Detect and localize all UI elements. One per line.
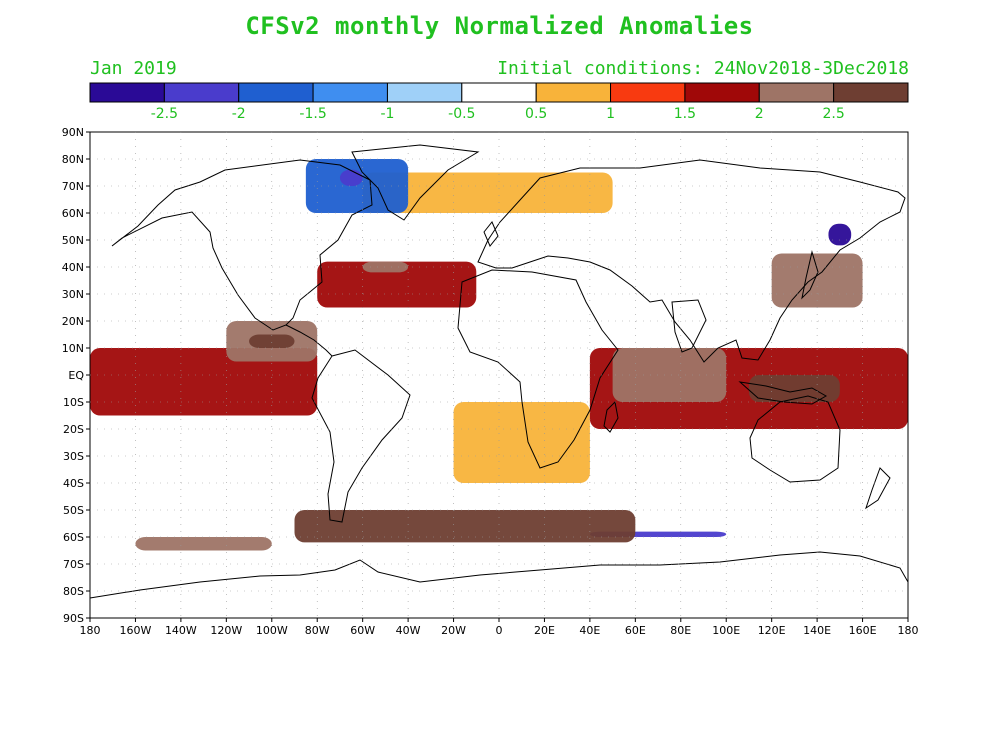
colorbar-swatch bbox=[386, 82, 463, 103]
colorbar-swatch bbox=[610, 82, 686, 103]
initial-conditions: Initial conditions: 24Nov2018-3Dec2018 bbox=[497, 58, 909, 79]
coastline-indonesia bbox=[738, 381, 828, 405]
lon-label: 160W bbox=[120, 624, 152, 637]
colorbar bbox=[89, 82, 909, 103]
lon-label: 20E bbox=[534, 624, 555, 637]
lon-label: 100W bbox=[256, 624, 288, 637]
colorbar-swatch bbox=[89, 82, 165, 103]
colorbar-label: -1 bbox=[380, 106, 394, 122]
lon-label: 100E bbox=[712, 624, 740, 637]
anomaly-region bbox=[771, 253, 863, 308]
lat-label: 80N bbox=[62, 153, 84, 166]
anomaly-region bbox=[362, 261, 409, 273]
chart-title: CFSv2 monthly Normalized Anomalies bbox=[245, 12, 754, 40]
colorbar-label: 1 bbox=[606, 106, 615, 122]
lon-label: 80W bbox=[305, 624, 330, 637]
colorbar-label: -1.5 bbox=[299, 106, 326, 122]
colorbar-label: -2.5 bbox=[151, 106, 178, 122]
lat-label: 40S bbox=[63, 477, 84, 490]
colorbar-swatch bbox=[461, 82, 537, 103]
colorbar-swatch bbox=[684, 82, 760, 103]
lat-label: 10N bbox=[62, 342, 84, 355]
colorbar-swatch bbox=[535, 82, 612, 103]
coastline-japan bbox=[801, 250, 819, 300]
lon-label: 140E bbox=[803, 624, 831, 637]
lon-label: 60W bbox=[350, 624, 375, 637]
coastline-australia bbox=[749, 395, 841, 483]
colorbar-label: -0.5 bbox=[448, 106, 475, 122]
coastline-eurasia bbox=[477, 159, 906, 363]
lat-label: 20S bbox=[63, 423, 84, 436]
lat-label: 70S bbox=[63, 558, 84, 571]
lat-label: EQ bbox=[68, 369, 84, 382]
lat-label: 90S bbox=[63, 612, 84, 625]
colorbar-label: 1.5 bbox=[674, 106, 696, 122]
lat-label: 60S bbox=[63, 531, 84, 544]
colorbar-label: 2.5 bbox=[823, 106, 845, 122]
axis-ticks: 90N 80N 70N 60N 50N 40N 30N 20N 10N EQ 10S 20S 30S 40… bbox=[62, 126, 919, 637]
coastline-africa bbox=[457, 269, 619, 469]
lat-label: 50S bbox=[63, 504, 84, 517]
anomaly-region bbox=[453, 402, 590, 483]
lon-label: 60E bbox=[625, 624, 646, 637]
lon-label: 180 bbox=[80, 624, 101, 637]
lat-label: 30N bbox=[62, 288, 84, 301]
coastline-central-america bbox=[285, 324, 333, 357]
lon-label: 0 bbox=[496, 624, 503, 637]
valid-month: Jan 2019 bbox=[90, 58, 177, 79]
lat-label: 40N bbox=[62, 261, 84, 274]
colorbar-swatch bbox=[163, 82, 240, 103]
lat-label: 50N bbox=[62, 234, 84, 247]
lon-label: 140W bbox=[165, 624, 197, 637]
colorbar-swatch bbox=[833, 82, 909, 103]
coastline-antarctica bbox=[89, 551, 909, 599]
anomaly-region bbox=[90, 348, 318, 416]
lon-label: 40E bbox=[579, 624, 600, 637]
anomaly-region bbox=[249, 334, 295, 348]
lat-label: 80S bbox=[63, 585, 84, 598]
coastline-madagascar bbox=[603, 400, 619, 433]
colorbar-swatch bbox=[312, 82, 388, 103]
anomaly-region bbox=[135, 537, 272, 551]
coastline-greenland bbox=[351, 144, 480, 221]
colorbar-swatch bbox=[238, 82, 314, 103]
anomaly-region bbox=[612, 348, 727, 402]
colorbar-label: 2 bbox=[755, 106, 764, 122]
lat-label: 20N bbox=[62, 315, 84, 328]
anomaly-region bbox=[339, 169, 363, 186]
coastline-uk bbox=[483, 221, 499, 247]
lon-label: 160E bbox=[849, 624, 877, 637]
coastline-south-america bbox=[311, 349, 411, 523]
anomaly-region bbox=[748, 375, 840, 402]
lat-label: 60N bbox=[62, 207, 84, 220]
colorbar-label: 0.5 bbox=[525, 106, 547, 122]
anomaly-region bbox=[828, 223, 852, 246]
lon-label: 120W bbox=[210, 624, 242, 637]
colorbar-label: -2 bbox=[232, 106, 246, 122]
lon-label: 40W bbox=[396, 624, 421, 637]
map-panel: 90N 80N 70N 60N 50N 40N 30N 20N 10N EQ 10S 20S 30S 40… bbox=[62, 126, 919, 637]
colorbar-swatch bbox=[758, 82, 835, 103]
lat-label: 70N bbox=[62, 180, 84, 193]
lon-label: 180 bbox=[898, 624, 919, 637]
lon-label: 80E bbox=[670, 624, 691, 637]
colorbar-labels: -2.5 -2 -1.5 -1 -0.5 0.5 1 1.5 2 2.5 bbox=[151, 106, 845, 122]
anomaly-region bbox=[317, 261, 477, 308]
lat-label: 90N bbox=[62, 126, 84, 139]
lon-label: 20W bbox=[441, 624, 466, 637]
anomaly-region bbox=[362, 172, 613, 213]
coastlines bbox=[89, 144, 909, 599]
lat-label: 10S bbox=[63, 396, 84, 409]
lon-label: 120E bbox=[758, 624, 786, 637]
coastline-new-zealand bbox=[865, 467, 891, 510]
anomaly-region bbox=[294, 510, 636, 543]
lat-label: 30S bbox=[63, 450, 84, 463]
coastline-north-america bbox=[111, 159, 373, 331]
